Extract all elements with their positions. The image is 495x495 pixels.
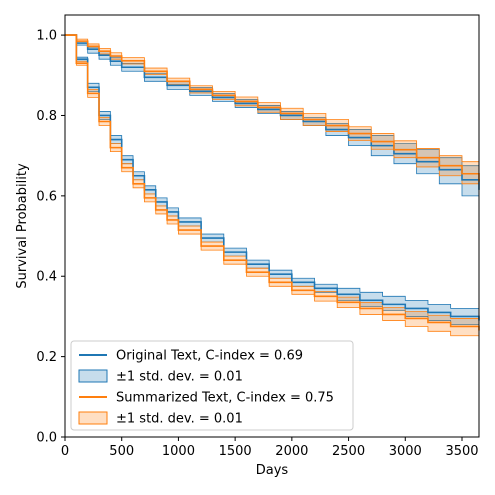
y-tick-label: 0.4	[36, 270, 57, 285]
plot-frame	[64, 14, 480, 438]
legend: Original Text, C-index = 0.69 ±1 std. dev…	[70, 340, 354, 431]
x-tick-label: 1500	[219, 444, 252, 459]
x-axis-ticks: 0 500 1000 1500 2000 2500 3000 3500	[61, 437, 479, 459]
summarized-text-upper-band-upper-edge	[65, 34, 480, 170]
summarized-text-lower-band	[65, 35, 479, 340]
x-tick-label: 1000	[162, 444, 195, 459]
summarized-text-upper-line	[65, 34, 480, 182]
x-axis-label: Days	[256, 463, 289, 478]
legend-band-swatch	[78, 411, 108, 425]
x-tick-label: 500	[109, 444, 134, 459]
original-text-upper-band	[65, 35, 479, 206]
x-tick-label: 3000	[389, 444, 422, 459]
x-tick-label: 2500	[332, 444, 365, 459]
summarized-text-lower-band-upper-edge	[65, 34, 480, 322]
legend-box	[70, 340, 354, 431]
x-tick-label: 2000	[275, 444, 308, 459]
y-tick-label: 0.6	[36, 189, 57, 204]
legend-label: Original Text, C-index = 0.69	[116, 349, 303, 364]
y-tick-label: 0.2	[36, 350, 57, 365]
y-axis-ticks: 0.0 0.2 0.4 0.6 0.8 1.0	[36, 29, 65, 446]
y-tick-label: 0.0	[36, 431, 57, 446]
legend-band-swatch	[78, 369, 108, 383]
y-tick-label: 0.8	[36, 109, 57, 124]
legend-label: Summarized Text, C-index = 0.75	[116, 391, 334, 406]
summarized-text-lower-band-lower-edge	[65, 34, 480, 340]
summarized-text-lower-line	[65, 34, 480, 331]
survival-curves	[65, 34, 480, 331]
y-tick-label: 1.0	[36, 29, 57, 44]
x-tick-label: 0	[61, 444, 69, 459]
legend-label: ±1 std. dev. = 0.01	[116, 412, 243, 427]
y-axis-label: Survival Probability	[15, 163, 30, 289]
x-tick-label: 3500	[445, 444, 478, 459]
legend-label: ±1 std. dev. = 0.01	[116, 370, 243, 385]
confidence-bands	[65, 34, 480, 340]
